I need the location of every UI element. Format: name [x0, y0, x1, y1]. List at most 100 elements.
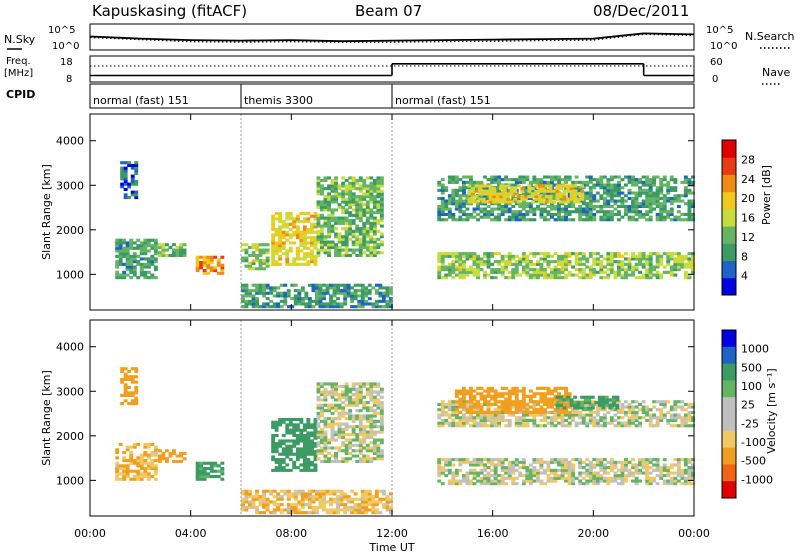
power-cell	[554, 213, 558, 216]
velocity-cell	[143, 459, 147, 462]
velocity-cell	[494, 411, 498, 414]
velocity-cell	[659, 416, 663, 419]
power-cell	[666, 255, 670, 258]
power-cell	[631, 216, 635, 219]
power-cell	[315, 300, 319, 303]
velocity-cell	[466, 472, 470, 475]
velocity-cell	[124, 389, 128, 392]
velocity-cell	[578, 466, 582, 469]
velocity-cell	[494, 416, 498, 419]
velocity-cell	[282, 461, 286, 464]
power-cell	[557, 260, 561, 263]
power-cell	[172, 251, 176, 254]
velocity-cell	[504, 477, 508, 480]
velocity-cell	[532, 422, 536, 425]
velocity-cell	[656, 466, 660, 469]
power-cell	[527, 187, 531, 190]
power-cell	[503, 195, 507, 198]
velocity-cell	[366, 406, 370, 409]
power-cell	[252, 246, 256, 249]
power-cell	[501, 260, 505, 263]
velocity-cell	[334, 417, 338, 420]
power-cell	[352, 235, 356, 238]
velocity-cell	[359, 420, 363, 423]
velocity-cell	[494, 463, 498, 466]
power-cell	[347, 289, 351, 292]
velocity-cell	[466, 422, 470, 425]
velocity-cell	[355, 409, 359, 412]
velocity-cell	[466, 400, 470, 403]
velocity-cell	[466, 419, 470, 422]
power-cell	[362, 211, 366, 214]
velocity-cell	[366, 414, 370, 417]
velocity-cell	[462, 392, 466, 395]
velocity-cell	[120, 402, 124, 405]
power-cell	[494, 181, 498, 184]
velocity-cell	[133, 462, 137, 465]
power-cell	[585, 260, 589, 263]
velocity-cell	[362, 436, 366, 439]
velocity-cell	[550, 398, 554, 401]
power-cell	[296, 215, 300, 218]
power-cell	[448, 181, 452, 184]
velocity-cell	[320, 452, 324, 455]
power-cell	[673, 216, 677, 219]
power-cell	[462, 184, 466, 187]
power-cell	[373, 195, 377, 198]
velocity-cell	[536, 411, 540, 414]
power-cell	[444, 266, 448, 269]
velocity-cell	[543, 392, 547, 395]
velocity-cell	[376, 425, 380, 428]
power-cell	[312, 286, 316, 289]
power-cell	[343, 289, 347, 292]
power-cell	[362, 243, 366, 246]
power-cell	[628, 197, 632, 200]
velocity-cell	[319, 492, 323, 495]
velocity-cell	[376, 420, 380, 423]
power-cell	[320, 243, 324, 246]
power-cell	[136, 263, 140, 266]
power-cell	[362, 241, 366, 244]
power-cell	[252, 294, 256, 297]
power-cell	[362, 195, 366, 198]
power-cell	[610, 263, 614, 266]
power-cell	[245, 257, 249, 260]
power-cell	[120, 177, 124, 180]
velocity-cell	[504, 408, 508, 411]
power-cell	[606, 260, 610, 263]
power-cell	[310, 223, 314, 226]
power-cell	[368, 284, 372, 287]
velocity-cell	[494, 390, 498, 393]
velocity-cell	[494, 392, 498, 395]
velocity-cell	[557, 416, 561, 419]
velocity-cell	[366, 393, 370, 396]
power-cell	[320, 184, 324, 187]
power-cell	[437, 260, 441, 263]
velocity-cell	[120, 367, 124, 370]
velocity-cell	[522, 400, 526, 403]
power-cell	[310, 252, 314, 255]
velocity-cell	[525, 395, 529, 398]
velocity-cell	[532, 411, 536, 414]
velocity-cell	[596, 408, 600, 411]
velocity-cell	[362, 431, 366, 434]
velocity-cell	[312, 500, 316, 503]
velocity-cell	[134, 367, 138, 370]
velocity-cell	[341, 449, 345, 452]
power-cell	[568, 210, 572, 213]
velocity-cell	[319, 495, 323, 498]
velocity-cell	[273, 495, 277, 498]
velocity-cell	[143, 462, 147, 465]
velocity-cell	[327, 382, 331, 385]
power-cell	[355, 206, 359, 209]
velocity-cell	[476, 400, 480, 403]
power-cell	[303, 241, 307, 244]
velocity-cell	[290, 495, 294, 498]
power-cell	[649, 178, 653, 181]
power-cell	[564, 176, 568, 179]
velocity-cell	[635, 480, 639, 483]
velocity-cell	[610, 477, 614, 480]
velocity-cell	[663, 469, 667, 472]
power-cell	[362, 225, 366, 228]
